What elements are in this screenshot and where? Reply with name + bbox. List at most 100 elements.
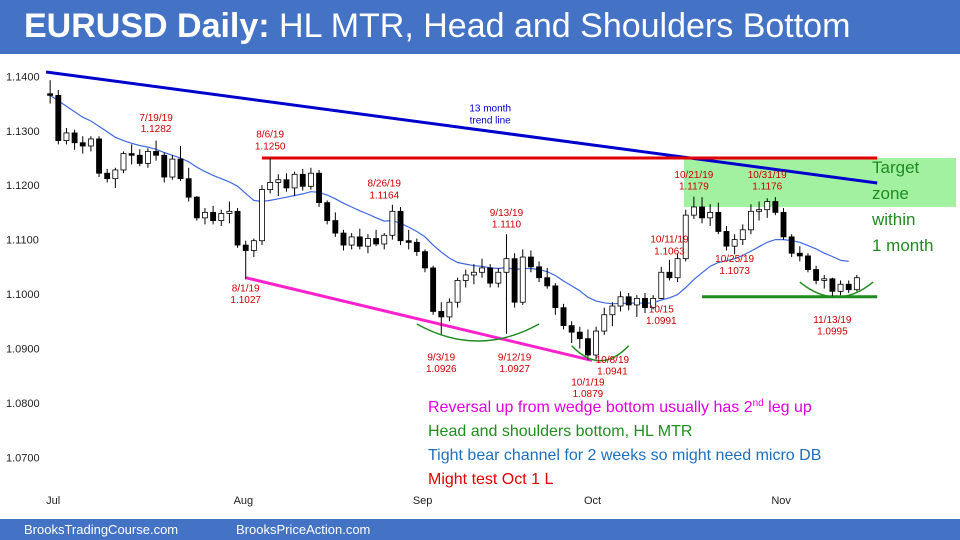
candle-body [348,236,355,246]
candle-body [307,172,314,187]
candle-body [193,196,200,219]
candle-body [495,271,502,284]
candle-body [161,154,168,178]
candle-body [79,142,86,147]
candle-body [340,232,347,246]
candle [365,234,371,254]
price-label: 10/25/19 [715,254,754,265]
candle [120,151,127,174]
wedge-line [245,276,593,362]
candle-body [438,311,445,318]
candle-body [487,267,494,284]
candle-body [210,212,217,221]
candle-body [267,182,274,190]
price-label: 9/13/19 [490,208,524,219]
footer-right-link[interactable]: BrooksPriceAction.com [236,522,371,537]
candle [291,171,298,197]
candle [601,307,608,335]
chart-note: Head and shoulders bottom, HL MTR [428,423,692,440]
price-label: 10/15 [649,305,674,316]
candle-body [373,238,380,245]
candle [348,233,355,250]
candle-body [153,151,160,156]
candle [503,234,510,334]
candle [666,259,673,281]
price-label: 1.0941 [597,367,628,378]
candle [250,238,257,258]
candle [177,146,184,181]
candle-body [829,278,836,292]
price-label: 1.0926 [426,364,457,375]
candle-body [104,172,111,180]
candle [283,173,290,192]
candle-body [177,158,184,180]
candle [226,201,233,224]
candle [519,249,526,305]
candle-body [71,132,78,144]
candle [674,253,681,283]
candle-body [454,280,461,303]
x-tick-label: Sep [413,495,433,507]
candle [161,152,168,183]
candle [324,200,331,225]
candle [413,238,420,256]
price-label: 1.1282 [141,124,172,135]
candle-body [544,277,551,287]
candle [71,129,78,150]
candle-body [299,173,306,187]
candle [633,295,640,317]
candle-body [609,305,616,316]
price-label: 1.1176 [752,182,782,193]
y-tick-label: 1.0900 [6,343,40,355]
trend-line-label: 13 month [469,104,511,115]
candle-body [136,154,143,164]
candle-body [145,151,151,164]
candle [772,197,779,216]
candle [169,155,176,180]
candle [340,229,347,251]
candle [63,128,70,145]
candle [397,206,404,246]
price-label: 10/11/19 [650,234,689,245]
footer-left-link[interactable]: BrooksTradingCourse.com [24,522,179,537]
candle [438,302,445,335]
price-label: 10/31/19 [748,170,787,181]
candle [560,303,567,330]
candle-body [845,283,852,291]
price-label: 1.0879 [573,389,604,400]
candle-body [55,94,62,141]
candle [299,168,306,191]
candle [356,228,363,250]
candle-body [503,258,510,273]
candle [145,148,151,168]
candle-body [764,201,771,211]
candle-body [837,283,844,292]
price-label: 1.0927 [499,364,530,375]
price-label: 1.0991 [646,316,677,327]
candle-body [242,244,249,251]
candle [202,208,208,225]
price-label: 1.0995 [817,326,848,337]
candle-body [731,239,738,247]
candle-body [821,278,828,281]
candle-body [324,202,331,221]
candle-body [699,206,705,219]
price-label: 1.1063 [654,246,685,257]
candle-body [690,206,697,216]
candle [136,149,143,167]
candle-body [536,266,542,279]
candle [568,321,575,344]
candle-body [633,298,640,306]
chart-note: Tight bear channel for 2 weeks so might … [428,447,821,464]
chart-note: Might test Oct 1 L [428,471,553,488]
target-zone-text: within [871,210,915,229]
candle [536,261,542,283]
candle [218,209,225,227]
candle-body [381,234,388,245]
y-tick-label: 1.0700 [6,452,40,464]
target-zone-text: 1 month [872,236,933,255]
candle-body [47,93,54,96]
x-tick-label: Jul [46,495,60,507]
candle [487,264,494,288]
candle-body [853,277,860,291]
